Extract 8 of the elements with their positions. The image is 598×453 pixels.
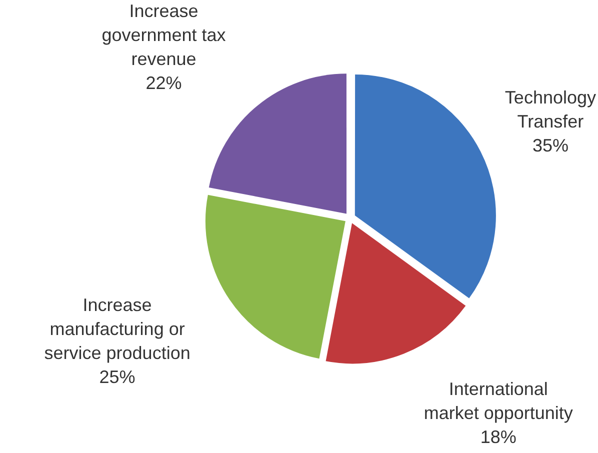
data-label: 35% xyxy=(532,135,568,156)
slice-label: Increase manufacturing or service production xyxy=(44,294,190,363)
slice-label: Increase government tax revenue xyxy=(102,1,226,70)
data-label: 22% xyxy=(146,73,182,94)
data-label: 18% xyxy=(480,426,516,447)
data-label: 25% xyxy=(99,366,136,387)
slice-label: International market opportunity xyxy=(424,378,573,423)
slice-label: Technology Transfer xyxy=(504,87,596,132)
